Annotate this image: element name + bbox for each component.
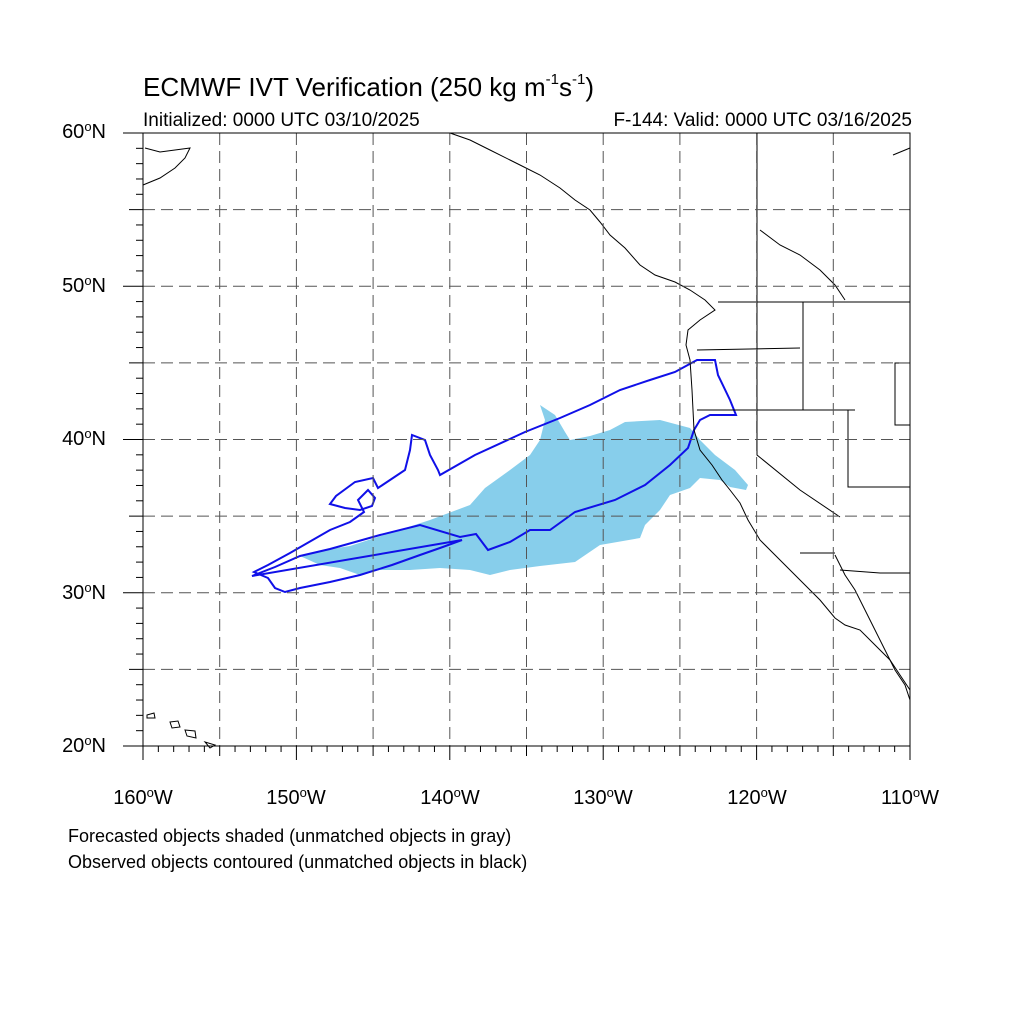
island [146,712,156,719]
observed-object-contour [251,359,738,594]
lon-label-120: 120oW [727,785,787,809]
lon-label-150: 150oW [266,785,326,809]
initialized-time: Initialized: 0000 UTC 03/10/2025 [143,110,420,131]
island [184,729,197,739]
lat-label-50: 50oN [62,273,106,297]
lon-label-140: 140oW [420,785,480,809]
lat-label-40: 40oN [62,426,106,450]
legend-forecast-note: Forecasted objects shaded (unmatched obj… [68,826,512,846]
legend-observed-note: Observed objects contoured (unmatched ob… [68,852,528,872]
valid-time: F-144: Valid: 0000 UTC 03/16/2025 [613,110,912,131]
coastline [759,229,846,301]
map-title: ECMWF IVT Verification (250 kg m-1s-1) [143,71,594,102]
coastline [834,554,911,701]
axis-ticks [123,132,911,760]
lat-label-60: 60oN [62,119,106,143]
coastline [449,132,911,691]
lon-label-160: 160oW [113,785,173,809]
island [203,741,217,749]
grid-lines [143,133,910,746]
boundary-lines [696,133,911,574]
coastline [892,147,911,156]
island [169,720,181,729]
lon-label-110: 110oW [880,785,940,809]
coastline [142,147,191,186]
forecast-object-shaded [300,405,748,575]
lat-label-30: 30oN [62,580,106,604]
lat-label-20: 20oN [62,733,106,757]
map-frame [142,132,911,747]
lon-label-130: 130oW [573,785,633,809]
